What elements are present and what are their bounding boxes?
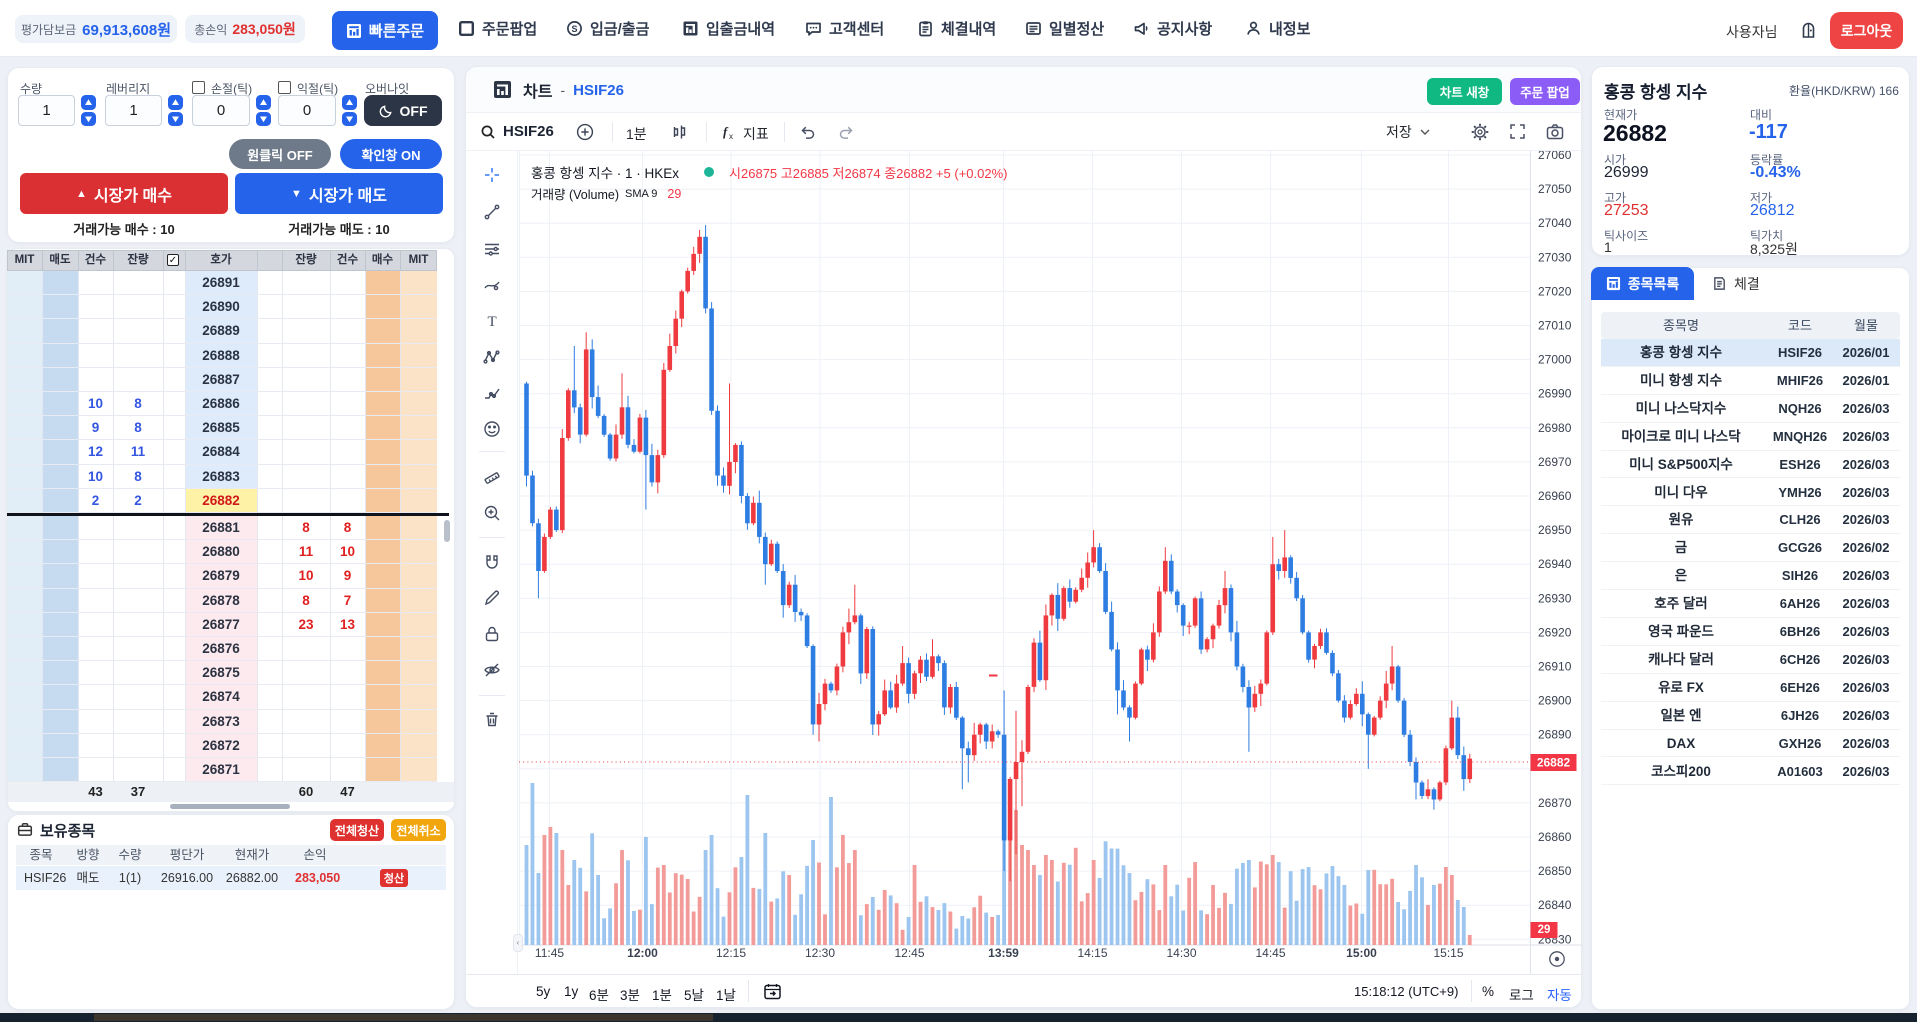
svg-text:14:15: 14:15	[1077, 946, 1107, 960]
svg-text:26920: 26920	[1538, 625, 1572, 639]
svg-text:15:00: 15:00	[1346, 946, 1377, 960]
svg-text:12:15: 12:15	[715, 946, 745, 960]
svg-text:12:45: 12:45	[894, 946, 924, 960]
svg-text:11:45: 11:45	[534, 946, 563, 960]
svg-text:27010: 27010	[1538, 319, 1572, 333]
svg-text:27030: 27030	[1538, 250, 1572, 264]
svg-text:26850: 26850	[1538, 864, 1572, 878]
svg-text:26970: 26970	[1538, 455, 1572, 469]
svg-text:x: x	[729, 132, 733, 141]
svg-text:26990: 26990	[1538, 387, 1572, 401]
svg-text:26950: 26950	[1538, 523, 1572, 537]
svg-text:27020: 27020	[1538, 284, 1572, 298]
svg-text:26870: 26870	[1538, 796, 1572, 810]
svg-text:26960: 26960	[1538, 489, 1572, 503]
svg-text:26930: 26930	[1538, 591, 1572, 605]
svg-text:27000: 27000	[1538, 353, 1572, 367]
svg-text:12:00: 12:00	[627, 946, 658, 960]
svg-text:26900: 26900	[1538, 694, 1572, 708]
svg-text:S: S	[571, 24, 577, 34]
svg-text:26940: 26940	[1538, 557, 1572, 571]
svg-text:14:45: 14:45	[1255, 946, 1285, 960]
svg-text:27060: 27060	[1538, 151, 1572, 162]
svg-text:26910: 26910	[1538, 660, 1572, 674]
svg-text:27050: 27050	[1538, 182, 1572, 196]
svg-text:26980: 26980	[1538, 421, 1572, 435]
svg-text:f: f	[723, 124, 729, 139]
svg-text:14:30: 14:30	[1166, 946, 1196, 960]
svg-text:26890: 26890	[1538, 728, 1572, 742]
svg-text:26840: 26840	[1538, 898, 1572, 912]
svg-text:26860: 26860	[1538, 830, 1572, 844]
svg-text:27040: 27040	[1538, 216, 1572, 230]
svg-text:15:15: 15:15	[1433, 946, 1463, 960]
svg-text:13:59: 13:59	[988, 946, 1019, 960]
svg-text:12:30: 12:30	[804, 946, 834, 960]
svg-text:26882: 26882	[1536, 756, 1570, 770]
svg-text:T: T	[488, 314, 497, 330]
svg-text:29: 29	[1537, 924, 1550, 936]
